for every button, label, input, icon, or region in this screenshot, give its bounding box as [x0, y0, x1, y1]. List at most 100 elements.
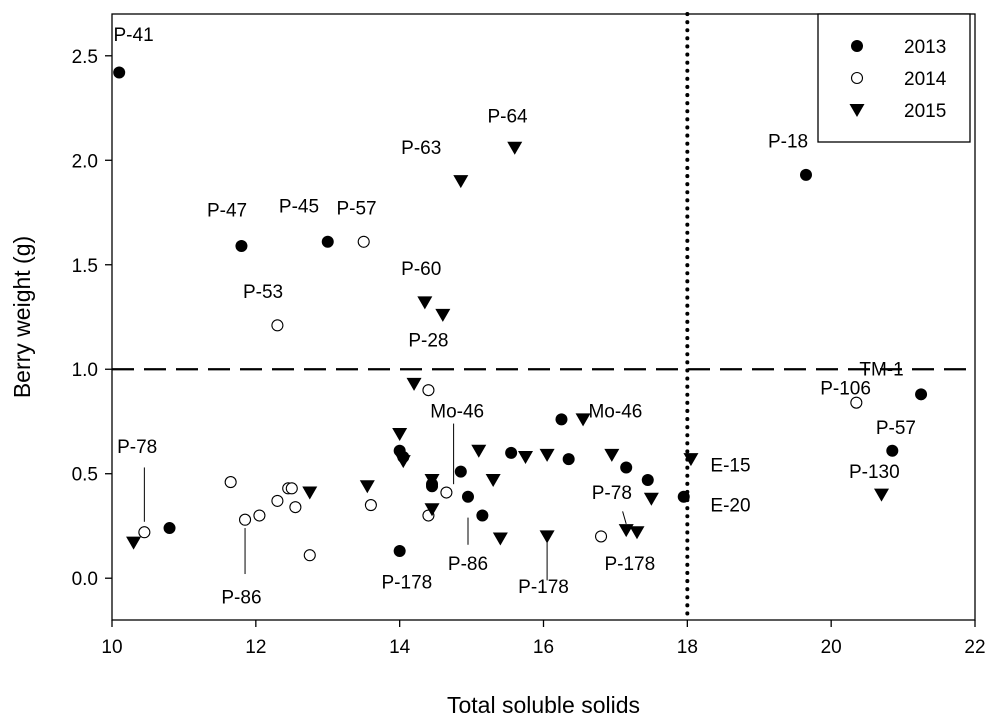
point-label: P-178	[382, 573, 433, 594]
point-label: P-57	[336, 199, 376, 220]
point-label: P-41	[114, 25, 154, 46]
data-points	[113, 66, 928, 562]
data-point-2015	[417, 296, 433, 310]
point-label: E-20	[710, 495, 750, 516]
data-point-2014	[271, 319, 284, 332]
data-point-2013	[562, 453, 575, 466]
data-point-2014	[422, 384, 435, 397]
series-2014	[138, 235, 863, 562]
data-point-2013	[641, 473, 654, 486]
point-label: P-57	[876, 418, 916, 439]
data-point-2014	[850, 396, 863, 409]
data-point-2013	[505, 446, 518, 459]
point-label: P-178	[518, 577, 569, 598]
legend-label: 2015	[904, 101, 946, 122]
data-point-2014	[303, 549, 316, 562]
data-point-2014	[238, 513, 252, 526]
data-point-2013	[620, 461, 633, 474]
data-point-2015	[453, 175, 469, 189]
data-point-2013	[915, 388, 928, 401]
point-labels: P-41 P-47 P-45 P-57 P-53 P-60 P-28 P-63 P-64 P-18…	[114, 25, 916, 608]
y-tick-label: 2.5	[72, 47, 98, 68]
data-point-2015	[471, 444, 487, 458]
point-label: P-86	[221, 587, 261, 608]
point-label: P-47	[207, 201, 247, 222]
legend-marker-2015	[849, 104, 865, 117]
data-point-2015	[629, 526, 645, 540]
y-tick-label: 0.5	[72, 465, 98, 486]
point-label: Mo-46	[588, 401, 642, 422]
legend-marker-2013	[851, 40, 863, 52]
data-point-2013	[886, 444, 899, 457]
y-axis-label: Berry weight (g)	[9, 236, 35, 398]
data-point-2013	[163, 522, 176, 535]
data-point-2015	[618, 524, 634, 538]
point-label: Mo-46	[430, 401, 484, 422]
y-tick-label: 1.0	[72, 360, 98, 381]
leader-lines	[143, 423, 627, 581]
data-point-2015	[395, 455, 411, 469]
legend-box	[817, 13, 971, 143]
y-tick-label: 0.0	[72, 569, 98, 590]
legend-label: 2014	[904, 69, 947, 90]
data-point-2015	[406, 377, 422, 391]
data-point-2015	[302, 486, 318, 500]
data-point-2014	[594, 530, 608, 543]
reference-lines	[112, 12, 975, 622]
point-label: P-86	[448, 554, 488, 575]
data-point-2014	[289, 501, 302, 514]
data-point-2015	[539, 448, 555, 462]
series-2015	[126, 141, 890, 550]
data-point-2015	[575, 413, 591, 427]
legend: 2013 2014 2015	[817, 13, 971, 143]
data-point-2013	[799, 168, 812, 181]
point-label: P-53	[243, 282, 283, 303]
point-label: E-15	[710, 456, 750, 477]
data-point-2014	[357, 235, 370, 248]
point-label: P-28	[408, 330, 448, 351]
data-point-2015	[604, 448, 620, 462]
point-label: P-106	[820, 378, 871, 399]
data-point-2014	[224, 476, 237, 489]
x-tick-label: 10	[101, 637, 122, 658]
data-point-2013	[461, 490, 474, 503]
data-point-2013	[454, 465, 467, 478]
point-label: P-130	[849, 462, 900, 483]
data-point-2013	[476, 509, 489, 522]
point-label: P-45	[279, 197, 319, 218]
data-point-2015	[485, 473, 501, 487]
point-label: P-18	[768, 132, 808, 153]
data-point-2013	[555, 413, 568, 426]
data-point-2013	[321, 235, 334, 248]
data-point-2014	[364, 499, 377, 512]
data-point-2015	[507, 141, 523, 155]
point-label: P-63	[401, 138, 441, 159]
data-point-2015	[126, 536, 142, 550]
y-tick-label: 1.5	[72, 256, 98, 277]
data-point-2015	[874, 488, 890, 502]
point-label: P-78	[592, 483, 632, 504]
x-axis-label: Total soluble solids	[447, 692, 640, 717]
x-axis: 10 12 14 16 18 20 22	[101, 620, 986, 658]
x-tick-label: 12	[245, 637, 266, 658]
data-point-2015	[492, 532, 508, 546]
point-label: P-78	[117, 437, 157, 458]
data-point-2015	[424, 503, 440, 517]
point-label: P-178	[604, 554, 655, 575]
x-tick-label: 16	[533, 637, 554, 658]
x-tick-label: 18	[677, 637, 698, 658]
x-tick-label: 20	[821, 637, 842, 658]
data-point-2014	[271, 494, 284, 507]
data-point-2013	[235, 239, 248, 252]
legend-label: 2013	[904, 37, 946, 58]
data-point-2015	[435, 308, 451, 322]
point-label: P-60	[401, 259, 441, 280]
data-point-2014	[285, 482, 298, 495]
data-point-2014	[440, 486, 453, 499]
y-tick-label: 2.0	[72, 151, 98, 172]
data-point-2015	[539, 530, 555, 544]
x-tick-label: 22	[964, 637, 985, 658]
legend-marker-2014	[850, 71, 864, 85]
data-point-2015	[643, 492, 659, 506]
